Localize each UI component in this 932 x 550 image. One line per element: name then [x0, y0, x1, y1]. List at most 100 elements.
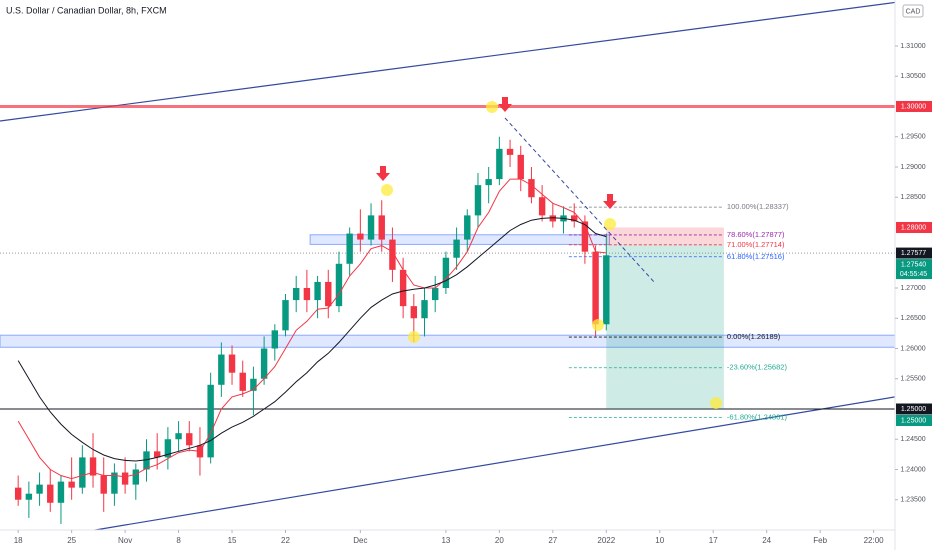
- candle-body: [132, 469, 140, 485]
- y-tick-label: 1.30500: [900, 73, 925, 80]
- countdown: 04:55:45: [900, 271, 927, 278]
- candle-body: [335, 263, 343, 307]
- price-label: 1.25000: [901, 418, 926, 425]
- fib-label: 71.00%(1.27714): [727, 240, 785, 249]
- candle-body: [474, 185, 482, 216]
- chart-title: U.S. Dollar / Canadian Dollar, 8h, FXCM: [6, 5, 167, 15]
- candle-body: [496, 148, 503, 180]
- candle-body: [421, 300, 428, 319]
- candle-body: [485, 179, 492, 186]
- moving-average: [17, 178, 607, 480]
- candle-body: [399, 269, 407, 307]
- price-label: 1.28000: [901, 225, 926, 232]
- x-tick-label: 24: [762, 536, 771, 545]
- candle-body: [378, 215, 385, 240]
- y-tick-label: 1.29000: [900, 164, 925, 171]
- x-tick-label: Feb: [813, 536, 827, 545]
- y-tick-label: 1.24500: [900, 436, 925, 443]
- x-tick-label: 15: [228, 536, 237, 545]
- fib-label: 100.00%(1.28337): [727, 202, 789, 211]
- fib-label: -23.60%(1.25682): [727, 363, 788, 372]
- candle-body: [186, 433, 193, 446]
- candle-body: [14, 487, 22, 500]
- candle-body: [218, 354, 225, 385]
- y-tick-label: 1.23500: [900, 497, 925, 504]
- currency-badge: [902, 4, 924, 18]
- candle-body: [228, 354, 236, 373]
- candle-body: [346, 233, 353, 264]
- candle-body: [528, 179, 535, 198]
- fib-label: -61.80%(1.24861): [727, 412, 788, 421]
- candle-body: [517, 154, 524, 180]
- x-tick-label: 8: [176, 536, 181, 545]
- candle-body: [571, 215, 578, 222]
- candle-body: [431, 287, 439, 301]
- x-tick-label: 25: [67, 536, 76, 545]
- candle-body: [89, 457, 97, 476]
- candle-body: [260, 348, 268, 379]
- candle-body: [153, 451, 161, 458]
- down-arrow: [603, 194, 617, 209]
- candle-body: [282, 300, 289, 331]
- price-label-box: [896, 403, 932, 415]
- x-tick-label: 22:00: [864, 536, 885, 545]
- candle-body: [47, 484, 54, 503]
- highlight-dot: [408, 331, 420, 343]
- channel-line: [95, 396, 896, 531]
- highlight-dot: [592, 319, 604, 331]
- candle-body: [357, 233, 364, 240]
- candle-body: [143, 451, 150, 470]
- x-tick-label: 17: [709, 536, 718, 545]
- channel-line: [0, 1, 896, 122]
- candle-body: [79, 457, 86, 488]
- price-label-box: [896, 221, 932, 233]
- candle-body: [325, 281, 332, 307]
- plot: 100.00%(1.28337) 78.60%(1.27877)71.00%(1.…: [0, 1, 896, 531]
- candle-body: [314, 281, 321, 301]
- x-tick-label: Nov: [118, 536, 132, 545]
- price-label-box: [896, 259, 932, 280]
- price-label: 1.27577: [901, 250, 926, 257]
- axis-labels: 18 25 Nov 8 15 22 Dec 13 20 27 2022 10 17 24 Feb 22:00 1…: [14, 43, 932, 545]
- candle-body: [239, 372, 246, 391]
- y-tick-label: 1.26000: [900, 345, 925, 352]
- currency: CAD: [906, 8, 921, 15]
- x-tick-label: 2022: [597, 536, 615, 545]
- x-tick-label: 18: [14, 536, 23, 545]
- candle-body: [250, 378, 257, 391]
- candle-body: [207, 384, 214, 458]
- moving-average: [17, 217, 607, 462]
- x-tick-label: 22: [281, 536, 290, 545]
- price-label-box: [896, 100, 932, 112]
- price-label-box: [896, 247, 932, 259]
- candle-body: [506, 148, 514, 155]
- fib-label: 0.00%(1.26189): [727, 332, 781, 341]
- down-arrow: [376, 166, 390, 181]
- x-tick-label: Dec: [353, 536, 367, 545]
- y-tick-label: 1.25500: [900, 376, 925, 383]
- candle-body: [68, 481, 75, 488]
- candle-body: [111, 472, 118, 494]
- y-tick-label: 1.26500: [900, 315, 925, 322]
- down-arrow: [498, 97, 512, 112]
- dashed-trendline: [504, 117, 656, 284]
- target-zone: [606, 244, 724, 409]
- y-tick-label: 1.27000: [900, 285, 925, 292]
- candle-body: [175, 433, 182, 440]
- candle-body: [292, 287, 300, 301]
- candle-body: [442, 257, 450, 288]
- highlight-dot: [604, 218, 616, 230]
- fib-label: 78.60%(1.27877): [727, 230, 785, 239]
- y-tick-label: 1.31000: [900, 43, 925, 50]
- price-label: 1.27540: [901, 262, 926, 269]
- candle-body: [603, 255, 610, 325]
- candle-body: [367, 215, 375, 240]
- candle-body: [410, 306, 418, 319]
- candle-body: [121, 472, 129, 485]
- x-tick-label: 27: [548, 536, 557, 545]
- candle-body: [538, 197, 546, 216]
- price-label: 1.25000: [901, 406, 926, 413]
